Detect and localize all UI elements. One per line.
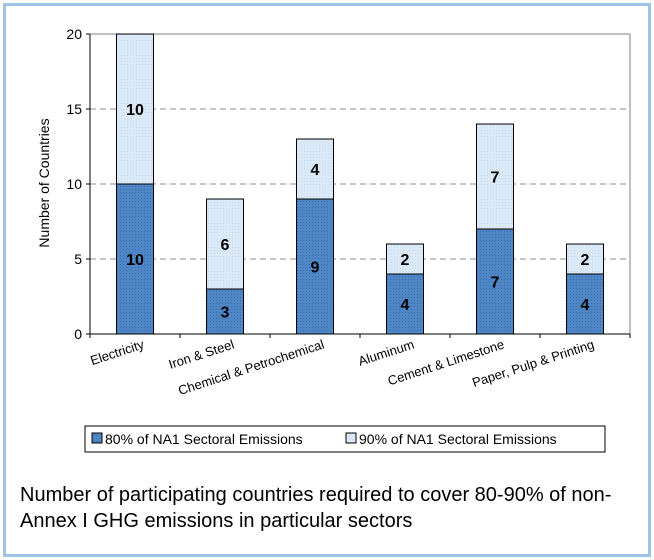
data-label: 6 [221,237,230,254]
legend-label-80: 80% of NA1 Sectoral Emissions [105,431,303,447]
data-label: 10 [126,252,144,269]
y-axis-label: Number of Countries [36,118,52,247]
y-tick-label: 20 [66,26,82,42]
data-label: 4 [581,297,590,314]
x-tick-label: Aluminum [356,337,416,369]
data-labels: 10 10 3 6 9 4 4 2 7 7 4 2 [126,102,589,322]
data-label: 2 [401,252,410,269]
bar-90-0 [116,33,154,185]
stacked-bar-chart: 0 5 10 15 20 Electricity Iron & SteelChemical … [36,26,631,453]
y-tick-label: 15 [66,101,82,117]
data-label: 3 [221,305,230,322]
legend-box [84,425,606,453]
data-label: 4 [401,297,410,314]
y-tick-label: 0 [74,326,82,342]
data-label: 10 [126,102,144,119]
x-tick-label: Iron & Steel [167,337,236,372]
y-tick-label: 10 [66,176,82,192]
legend-label-90: 90% of NA1 Sectoral Emissions [359,431,557,447]
x-tick-label: Electricity [88,336,146,368]
bar-80-2 [296,198,334,335]
grid-lines [90,33,630,260]
legend-swatch-80 [91,432,103,444]
bar-90-3 [386,243,424,275]
data-label: 7 [491,275,500,292]
y-tick-label: 5 [74,251,82,267]
bar-80-0 [116,183,154,335]
figure-caption: Number of participating countries requir… [20,484,612,532]
legend: 80% of NA1 Sectoral Emissions 90% of NA1… [84,425,606,453]
legend-swatch-90 [345,432,357,444]
data-label: 2 [581,252,590,269]
bar-90-2 [296,138,334,200]
bar-80-3 [386,273,424,335]
bar-90-4 [476,123,514,230]
bar-80-1 [206,288,244,335]
data-label: 7 [491,170,500,187]
bar-80-4 [476,228,514,335]
bars [116,33,604,335]
x-tick-label: Chemical & Petrochemical [176,337,326,398]
data-label: 9 [311,260,320,277]
data-label: 4 [311,162,320,179]
bar-80-5 [566,273,604,335]
bar-90-1 [206,198,244,290]
bar-90-5 [566,243,604,275]
